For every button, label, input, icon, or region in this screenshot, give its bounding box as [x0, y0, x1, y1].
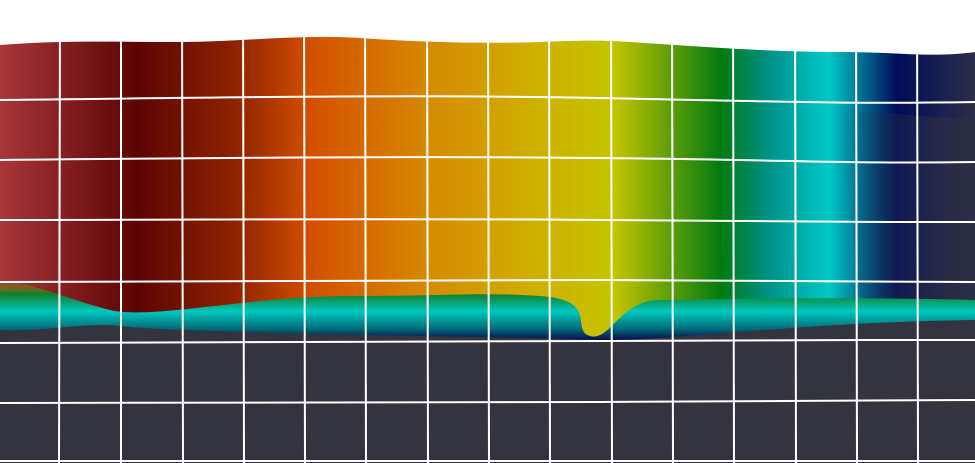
shade: [840, 110, 975, 300]
